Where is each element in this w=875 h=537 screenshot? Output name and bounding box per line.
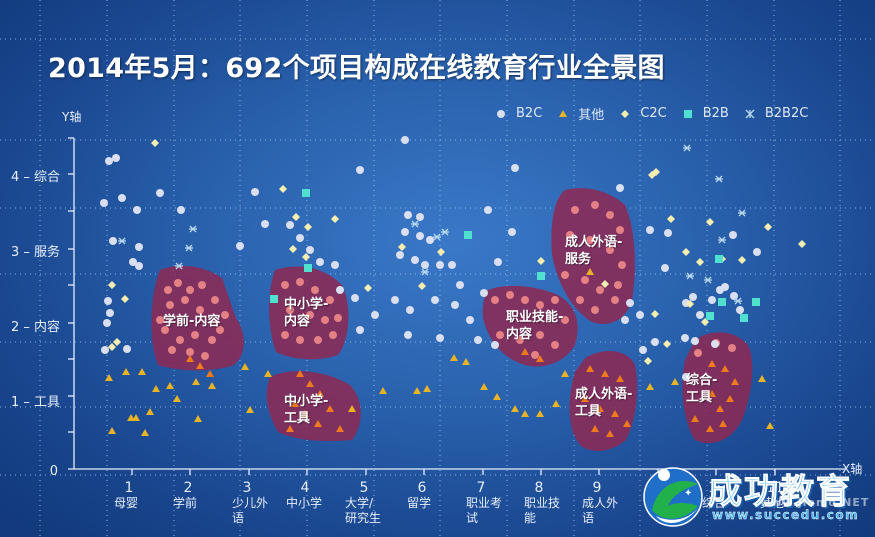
cluster-label-preschool-content: 学前-内容	[163, 314, 221, 329]
logo-brand-text: 成功教育	[708, 472, 852, 513]
triangle-marker-icon	[556, 107, 570, 121]
y-tick-label-3: 3 – 服务	[10, 245, 60, 260]
y-tick-label-0: 0	[49, 464, 58, 479]
svg-text:✦: ✦	[684, 488, 692, 499]
legend: B2C 其他 C2C B2B B2B2C	[494, 104, 822, 123]
circle-marker-icon	[494, 107, 508, 121]
series-b2b-points	[270, 189, 760, 322]
series-c2c-points	[108, 139, 806, 365]
cluster-label-adult-lang-tools: 成人外语- 工具	[575, 387, 633, 419]
legend-item-b2b[interactable]: B2B	[681, 106, 729, 121]
logo-secondary-url: www.jiemo.NET	[760, 496, 870, 509]
series-other-points	[105, 268, 774, 436]
square-marker-icon	[681, 107, 695, 121]
y-axis-title: Y轴	[62, 110, 82, 124]
x-axis-title: X轴	[842, 462, 863, 476]
cluster-regions	[151, 188, 753, 452]
cluster-label-k12-content: 中小学- 内容	[284, 297, 329, 329]
legend-item-b2b2c[interactable]: B2B2C	[743, 106, 808, 121]
x-tick-7: 7 职业考 试	[466, 480, 503, 525]
legend-item-b2c[interactable]: B2C	[494, 106, 542, 121]
x-tick-3: 3 少儿外 语	[232, 480, 269, 525]
x-tick-4: 4 中小学	[286, 480, 323, 510]
watermark-logo: ✦ 成功教育 www.jiemo.NET www.succedu.com	[640, 462, 868, 534]
legend-label: B2B	[702, 106, 729, 121]
logo-url: www.succedu.com	[712, 508, 860, 522]
legend-item-other[interactable]: 其他	[556, 104, 604, 123]
legend-label: 其他	[578, 108, 605, 123]
legend-item-c2c[interactable]: C2C	[618, 106, 667, 121]
cluster-triangle-points	[186, 348, 739, 437]
y-tick-label-4: 4 – 综合	[10, 170, 60, 185]
x-tick-11: 11 其他	[760, 480, 785, 510]
x-tick-9: 9 成人外 语	[582, 480, 619, 525]
cluster-label-adult-lang-service: 成人外语- 服务	[565, 235, 623, 267]
x-tick-1: 1 母婴	[114, 480, 139, 510]
y-tick-label-1: 1 – 工具	[10, 395, 60, 410]
cluster-label-general-tools: 综合- 工具	[686, 373, 718, 405]
x-tick-6: 6 留学	[407, 480, 432, 510]
diamond-marker-icon	[618, 107, 632, 121]
series-b2b2c-points	[118, 144, 746, 305]
legend-label: C2C	[640, 106, 667, 121]
cluster-region-adult-lang-service	[551, 188, 635, 324]
logo-emblem-icon: ✦	[643, 467, 703, 527]
x-tick-5: 5 大学/ 研究生	[345, 480, 382, 525]
x-tick-10: 10 综合	[702, 480, 727, 510]
cluster-region-preschool-content	[151, 265, 244, 371]
x-tick-2: 2 学前	[173, 480, 198, 510]
legend-label: B2C	[516, 106, 543, 121]
x-tick-8: 8 职业技 能	[524, 480, 561, 525]
chart-title: 2014年5月：692个项目构成在线教育行业全景图	[48, 53, 665, 84]
cluster-label-k12-tools: 中小学- 工具	[284, 394, 329, 426]
cluster-region-k12-tools	[266, 371, 361, 442]
cluster-points	[156, 201, 736, 360]
cluster-label-vocational-content: 职业技能- 内容	[506, 310, 564, 342]
series-b2c-points	[100, 136, 761, 381]
y-tick-label-2: 2 – 内容	[10, 320, 60, 335]
asterisk-marker-icon	[743, 107, 757, 121]
cluster-region-general-tools	[682, 332, 753, 444]
legend-label: B2B2C	[764, 106, 809, 121]
